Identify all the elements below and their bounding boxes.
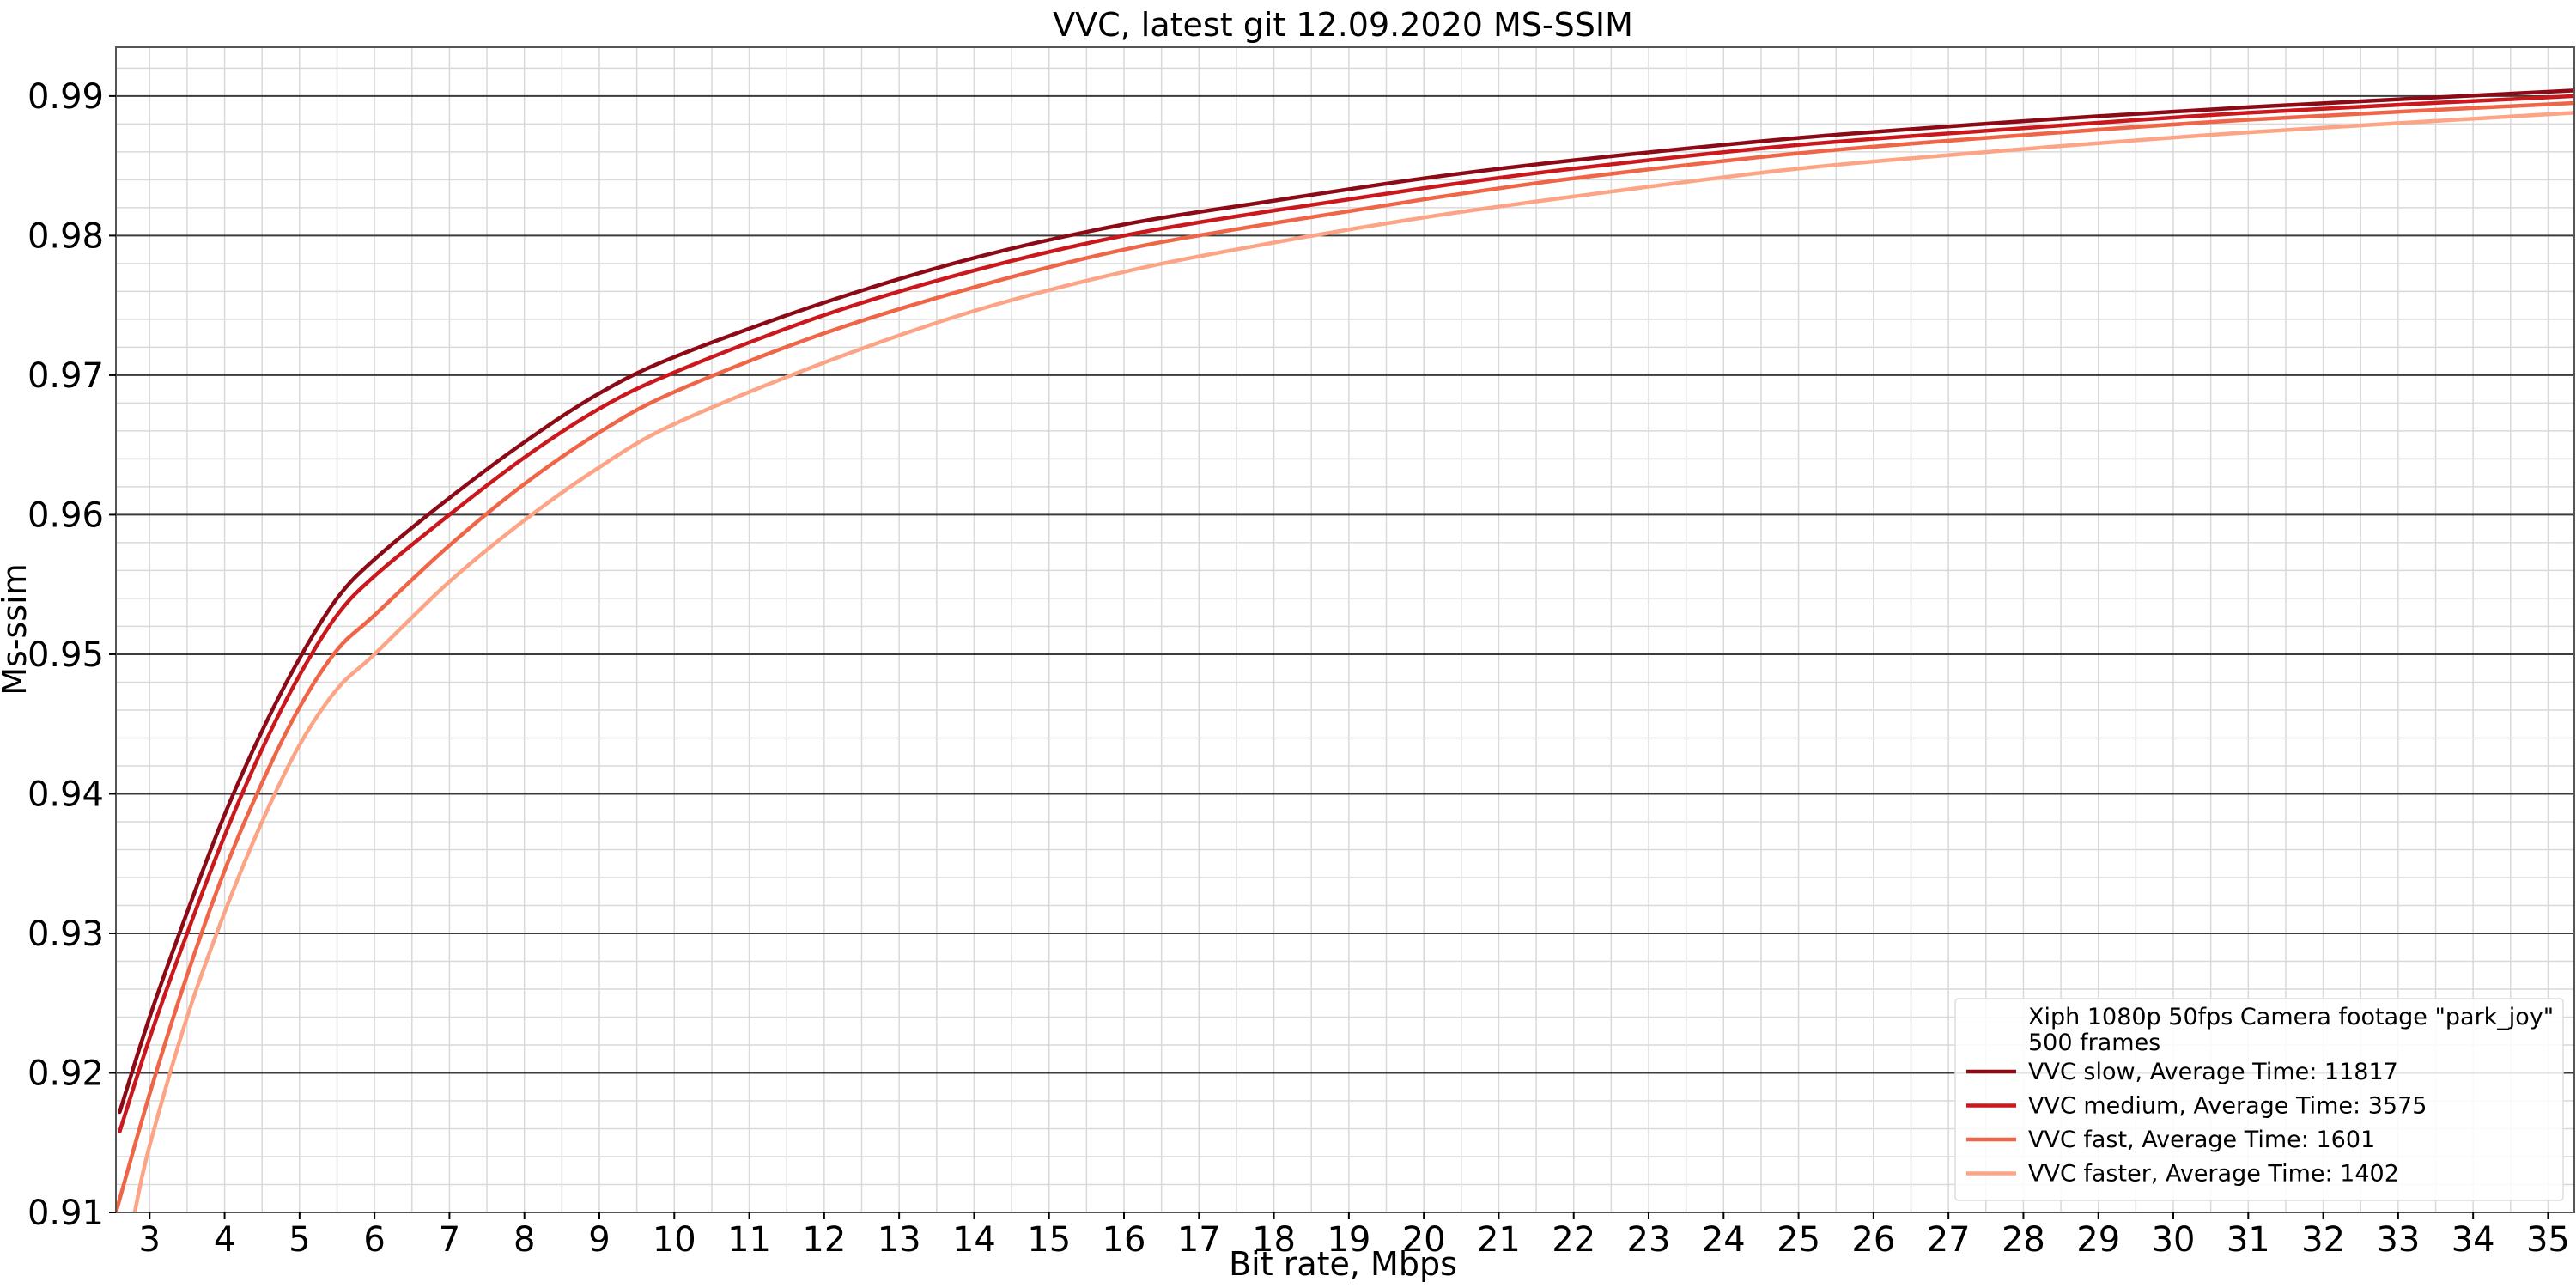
x-tick-label: 4 [214,1220,235,1260]
x-tick-label: 28 [2002,1220,2045,1260]
legend-label-3: VVC fast, Average Time: 1601 [2028,1127,2375,1153]
legend-header-line-2: 500 frames [2028,1030,2160,1056]
x-tick-label: 19 [1327,1220,1370,1260]
legend-label-1: VVC slow, Average Time: 11817 [2028,1059,2398,1085]
x-tick-label: 5 [289,1220,310,1260]
series-line-1 [118,88,2574,1115]
legend-label-4: VVC faster, Average Time: 1402 [2028,1161,2399,1188]
x-tick-label: 24 [1702,1220,1746,1260]
x-tick-label: 7 [439,1220,460,1260]
x-tick-label: 17 [1177,1220,1221,1260]
plot-frame [115,46,2575,1213]
x-tick-label: 26 [1851,1220,1895,1260]
series-line-3 [116,100,2574,1212]
x-axis-ticks: 3 4 5 6 7 8 9 10 11 12 13 14 15 16 17 18 19 20 21 22 23 24 25 2… [139,1212,2570,1260]
y-axis-ticks: 0.91 0.92 0.93 0.94 0.95 0.96 0.97 0.98 0.99 [27,77,116,1233]
chart-title: VVC, latest git 12.09.2020 MS-SSIM [1053,6,1633,44]
x-axis-label: Bit rate, Mbps [1229,1245,1457,1283]
x-tick-label: 20 [1402,1220,1446,1260]
legend-label-2: VVC medium, Average Time: 3575 [2028,1093,2427,1120]
x-tick-label: 16 [1103,1220,1146,1260]
x-tick-label: 10 [653,1220,696,1260]
legend: Xiph 1080p 50fps Camera footage "park_jo… [1954,998,2564,1201]
y-axis-label: Ms-ssim [0,563,33,695]
x-tick-label: 9 [588,1220,610,1260]
y-tick-label: 0.93 [27,914,104,954]
x-tick-label: 13 [878,1220,921,1260]
x-tick-label: 23 [1627,1220,1671,1260]
x-tick-label: 35 [2526,1220,2570,1260]
series-line-4 [132,111,2574,1212]
x-tick-label: 3 [139,1220,161,1260]
y-tick-label: 0.98 [27,216,104,256]
y-tick-label: 0.94 [27,775,104,814]
y-tick-label: 0.91 [27,1194,104,1233]
y-tick-label: 0.96 [27,495,104,535]
series-layer [116,88,2574,1212]
x-tick-label: 18 [1252,1220,1296,1260]
x-tick-label: 14 [952,1220,996,1260]
x-tick-label: 11 [727,1220,771,1260]
series-line-2 [118,94,2574,1133]
x-tick-label: 15 [1027,1220,1071,1260]
x-tick-label: 22 [1552,1220,1595,1260]
x-tick-label: 12 [802,1220,846,1260]
y-tick-label: 0.97 [27,356,104,396]
y-tick-label: 0.99 [27,77,104,117]
y-tick-label: 0.92 [27,1054,104,1093]
x-tick-label: 32 [2301,1220,2345,1260]
x-tick-label: 6 [363,1220,385,1260]
x-tick-label: 8 [513,1220,535,1260]
x-tick-label: 25 [1777,1220,1820,1260]
x-tick-label: 21 [1477,1220,1521,1260]
x-tick-label: 30 [2152,1220,2196,1260]
x-tick-label: 31 [2227,1220,2270,1260]
x-tick-label: 29 [2076,1220,2120,1260]
minor-grid [116,47,2574,1213]
y-tick-label: 0.95 [27,635,104,675]
x-tick-label: 33 [2376,1220,2420,1260]
legend-box [1954,998,2564,1201]
x-tick-label: 34 [2451,1220,2495,1260]
x-tick-label: 27 [1927,1220,1971,1260]
legend-header-line-1: Xiph 1080p 50fps Camera footage "park_jo… [2028,1004,2554,1030]
